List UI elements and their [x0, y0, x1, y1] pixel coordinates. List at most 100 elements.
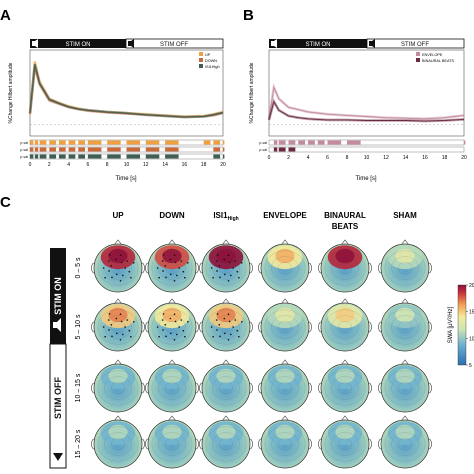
significant-electrode [234, 260, 236, 262]
significant-electrode [169, 258, 172, 261]
stim-off-side-label: STIM OFF [53, 377, 63, 419]
topomap [258, 239, 312, 293]
contour [165, 382, 179, 394]
pval-mark [107, 140, 121, 145]
significant-electrode [219, 276, 221, 279]
xlabel-b: Time [s] [355, 176, 376, 182]
contour [212, 315, 240, 339]
frontal-swa-core [216, 248, 236, 264]
topomap [378, 415, 432, 469]
frontal-swa-core [216, 368, 236, 384]
stim-off-bar-a [125, 38, 224, 49]
speaker-side-icon [53, 318, 61, 332]
significant-electrode [119, 254, 122, 257]
contour [398, 321, 412, 333]
significant-electrode [128, 270, 131, 273]
colorbar-tick-label: 20 [469, 283, 474, 289]
column-header-line2: BEATS [332, 222, 359, 231]
significant-electrode [182, 270, 185, 273]
pval-mark [288, 147, 296, 152]
pval-mark [58, 140, 66, 145]
significant-electrode [180, 319, 182, 321]
pval-mark [78, 154, 86, 159]
pval-mark [165, 140, 179, 145]
significant-electrode [120, 261, 123, 264]
significant-electrode [169, 317, 172, 320]
xtick-label: 20 [220, 162, 226, 168]
significant-electrode [124, 267, 126, 269]
topomap [258, 298, 312, 352]
significant-electrode [227, 338, 230, 341]
pval-label-1: p-val [259, 141, 267, 145]
contour [158, 256, 186, 280]
topomap [318, 239, 372, 293]
frontal-swa-core [275, 424, 295, 440]
significant-electrode [108, 270, 110, 272]
significant-electrode [173, 338, 176, 341]
significant-electrode [223, 317, 226, 320]
significant-electrode [236, 329, 239, 332]
contour [151, 426, 193, 462]
pval-mark [213, 147, 221, 152]
significant-electrode [240, 321, 243, 323]
column-header-6: SHAM [393, 211, 417, 220]
legend-b: ENVELOPE BINAURAL BEATS [416, 52, 455, 63]
contour [384, 309, 426, 345]
lines-a [28, 61, 224, 125]
significant-electrode [174, 261, 177, 264]
contour [158, 376, 186, 400]
significant-electrode [228, 261, 231, 264]
pval-label-2: p-val [20, 148, 28, 152]
pval-mark [145, 147, 160, 152]
contour [158, 315, 186, 339]
frontal-swa-core [216, 424, 236, 440]
frontal-swa-core [395, 248, 415, 264]
contour [278, 262, 292, 274]
column-header-1: UP [112, 211, 124, 220]
pval-mark [273, 147, 278, 152]
contour [398, 438, 412, 450]
significant-electrode [178, 267, 180, 269]
significant-electrode [210, 267, 213, 269]
speaker-icon [32, 39, 38, 48]
significant-electrode [232, 267, 234, 269]
stim-on-side-label: STIM ON [53, 277, 63, 315]
significant-electrode [115, 258, 118, 261]
significant-electrode [212, 335, 214, 338]
topomap [318, 415, 372, 469]
significant-electrode [158, 276, 160, 279]
contour [151, 370, 193, 406]
frontal-swa-core [395, 424, 415, 440]
contour [278, 321, 292, 333]
significant-electrode [178, 326, 180, 328]
contour [111, 382, 125, 394]
pval-mark [87, 140, 102, 145]
colorbar-ticks: 20 15 10 5 [466, 283, 474, 369]
significant-electrode [165, 335, 167, 338]
significant-electrode [110, 323, 113, 326]
contour [391, 432, 419, 456]
legend-swatch-2 [416, 58, 420, 62]
topomap [258, 415, 312, 469]
contour [205, 426, 247, 462]
speaker-mute-icon [128, 39, 134, 48]
pval-mark [298, 140, 306, 145]
pval-label-3: p-val [20, 155, 28, 159]
significant-electrode [164, 264, 167, 267]
significant-electrode [169, 273, 172, 276]
frontal-swa-core [162, 424, 182, 440]
significant-electrode [108, 254, 111, 256]
significant-electrode [216, 270, 218, 272]
legend-label-1: ENVELOPE [422, 53, 443, 57]
series-line-1 [29, 61, 224, 117]
contour [205, 250, 247, 286]
xlabel-a: Time [s] [115, 176, 136, 182]
contour [165, 438, 179, 450]
panel-a-letter: A [0, 7, 11, 24]
significant-electrode [228, 320, 231, 323]
contour [398, 262, 412, 274]
significant-electrode [223, 273, 226, 276]
contour [271, 256, 299, 280]
contour [104, 376, 132, 400]
significant-electrode [111, 276, 113, 279]
